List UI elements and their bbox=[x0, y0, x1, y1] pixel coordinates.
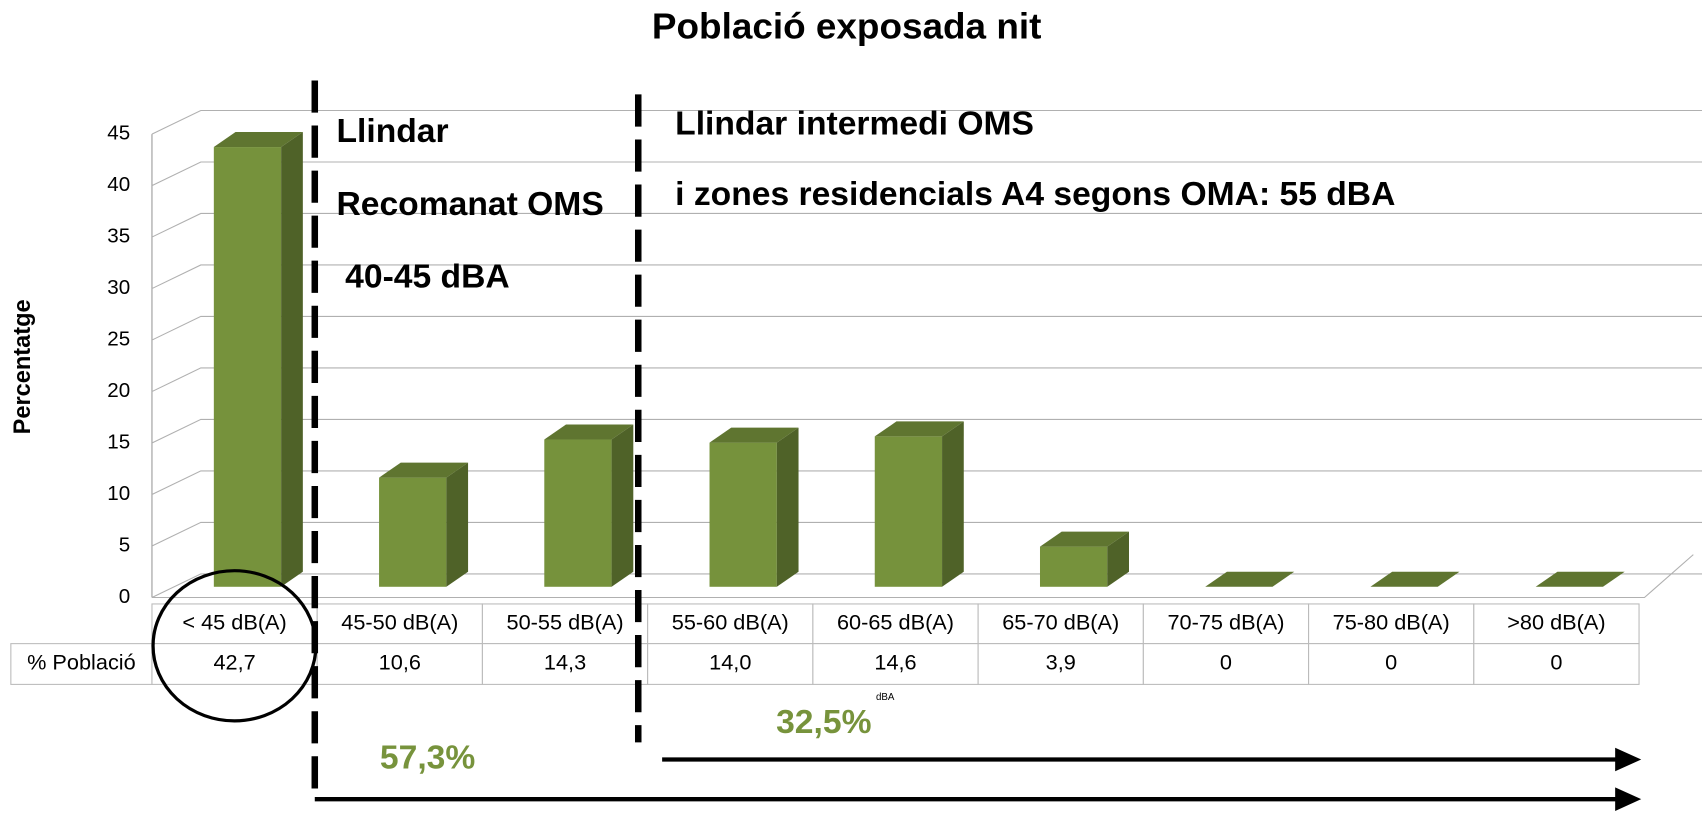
value-label: 0 bbox=[1220, 650, 1232, 675]
table-cell bbox=[1473, 643, 1640, 685]
bar-side bbox=[281, 132, 303, 587]
bar-top bbox=[1205, 571, 1295, 587]
bar-side bbox=[776, 427, 799, 587]
grid-line bbox=[151, 367, 1702, 393]
x-tick-label: >80 dB(A) bbox=[1507, 610, 1605, 635]
y-tick-label: 30 bbox=[107, 276, 130, 299]
y-tick-label: 45 bbox=[107, 122, 130, 145]
value-label: 0 bbox=[1550, 650, 1562, 675]
y-tick-label: 40 bbox=[107, 173, 130, 196]
highlight-circle bbox=[151, 569, 318, 723]
bar-front bbox=[874, 436, 943, 587]
arrow-head bbox=[1615, 787, 1642, 811]
value-label: 42,7 bbox=[213, 650, 255, 675]
table-cell bbox=[10, 643, 153, 685]
table-cell bbox=[1142, 603, 1310, 645]
bar-front bbox=[213, 147, 282, 587]
table-cell bbox=[977, 603, 1144, 645]
grid-line bbox=[151, 470, 1702, 496]
value-label: 3,9 bbox=[1046, 650, 1076, 675]
bar-side bbox=[1107, 531, 1129, 587]
bar-top bbox=[709, 427, 799, 443]
plot: 0 5 10 15 20 25 30 35 40 45 % Població < 45 dB(A) 42… bbox=[10, 109, 1702, 685]
value-label: 14,3 bbox=[544, 650, 586, 675]
x-tick-label: 50-55 dB(A) bbox=[507, 610, 624, 635]
y-tick-label: 15 bbox=[107, 431, 130, 454]
bar-top bbox=[1535, 571, 1625, 587]
value-label: 14,0 bbox=[709, 650, 751, 675]
grid-line bbox=[151, 573, 1702, 598]
bar-front bbox=[709, 442, 777, 587]
x-tick-label: 45-50 dB(A) bbox=[341, 610, 458, 635]
row-label: % Població bbox=[27, 650, 136, 675]
arrow-head bbox=[1615, 747, 1642, 772]
annotation: Llindar intermedi OMS bbox=[675, 105, 1034, 142]
x-tick-label: 60-65 dB(A) bbox=[837, 610, 954, 635]
bar-side bbox=[446, 462, 469, 587]
bar-front bbox=[544, 439, 612, 587]
annotation: 40-45 dBA bbox=[345, 259, 509, 296]
x-tick-label: 75-80 dB(A) bbox=[1333, 610, 1450, 635]
annotation: Recomanat OMS bbox=[336, 186, 603, 223]
y-tick-label: 20 bbox=[107, 379, 130, 402]
grid-line bbox=[151, 212, 1702, 238]
bar-top bbox=[1039, 531, 1129, 547]
table-cell bbox=[316, 603, 483, 645]
value-label: 14,6 bbox=[874, 650, 916, 675]
annotation: dBA bbox=[876, 692, 895, 703]
bar-side bbox=[611, 424, 634, 587]
y-tick-label: 25 bbox=[107, 328, 130, 351]
bar-top bbox=[544, 424, 634, 440]
x-tick-label: 55-60 dB(A) bbox=[672, 610, 789, 635]
grid-line bbox=[151, 161, 1702, 187]
table-cell bbox=[1473, 603, 1640, 645]
y-axis-label: Percentatge bbox=[10, 299, 36, 434]
overlays: Llindar Recomanat OMS 40-45 dBA Llindar … bbox=[151, 80, 1642, 811]
table-cell bbox=[316, 643, 483, 685]
grid-line bbox=[151, 264, 1702, 290]
table-cell bbox=[481, 643, 649, 685]
grid-line bbox=[151, 521, 1702, 547]
table-cell bbox=[151, 643, 318, 685]
annotation: i zones residencials A4 segons OMA: 55 d… bbox=[675, 176, 1395, 213]
grid-line bbox=[151, 315, 1702, 341]
bar-top bbox=[1370, 571, 1460, 587]
floor-edge bbox=[151, 554, 1694, 599]
bar-top bbox=[874, 421, 964, 437]
table-cell bbox=[812, 603, 979, 645]
table-cell bbox=[151, 603, 318, 645]
x-tick-label: < 45 dB(A) bbox=[182, 610, 286, 635]
bar-front bbox=[379, 477, 447, 587]
bar-top bbox=[379, 462, 469, 478]
value-label: 0 bbox=[1385, 650, 1397, 675]
bar-side bbox=[942, 421, 964, 587]
table-cell bbox=[1142, 643, 1310, 685]
y-tick-label: 0 bbox=[119, 585, 130, 608]
y-tick-label: 10 bbox=[107, 482, 130, 505]
annotation: Llindar bbox=[336, 113, 448, 150]
value-label: 10,6 bbox=[379, 650, 421, 675]
annotation: 57,3% bbox=[380, 739, 475, 776]
table-cell bbox=[481, 603, 649, 645]
chart-title: Població exposada nit bbox=[652, 6, 1041, 47]
table-cell bbox=[647, 643, 814, 685]
annotation: 32,5% bbox=[776, 704, 871, 741]
x-tick-label: 65-70 dB(A) bbox=[1002, 610, 1119, 635]
x-tick-label: 70-75 dB(A) bbox=[1167, 610, 1284, 635]
table-cell bbox=[812, 643, 979, 685]
grid-line bbox=[151, 418, 1702, 444]
bar-top bbox=[213, 132, 303, 148]
grid-line bbox=[151, 109, 1702, 135]
y-tick-label: 5 bbox=[119, 534, 130, 557]
bar-front bbox=[1039, 546, 1108, 587]
y-tick-label: 35 bbox=[107, 225, 130, 248]
